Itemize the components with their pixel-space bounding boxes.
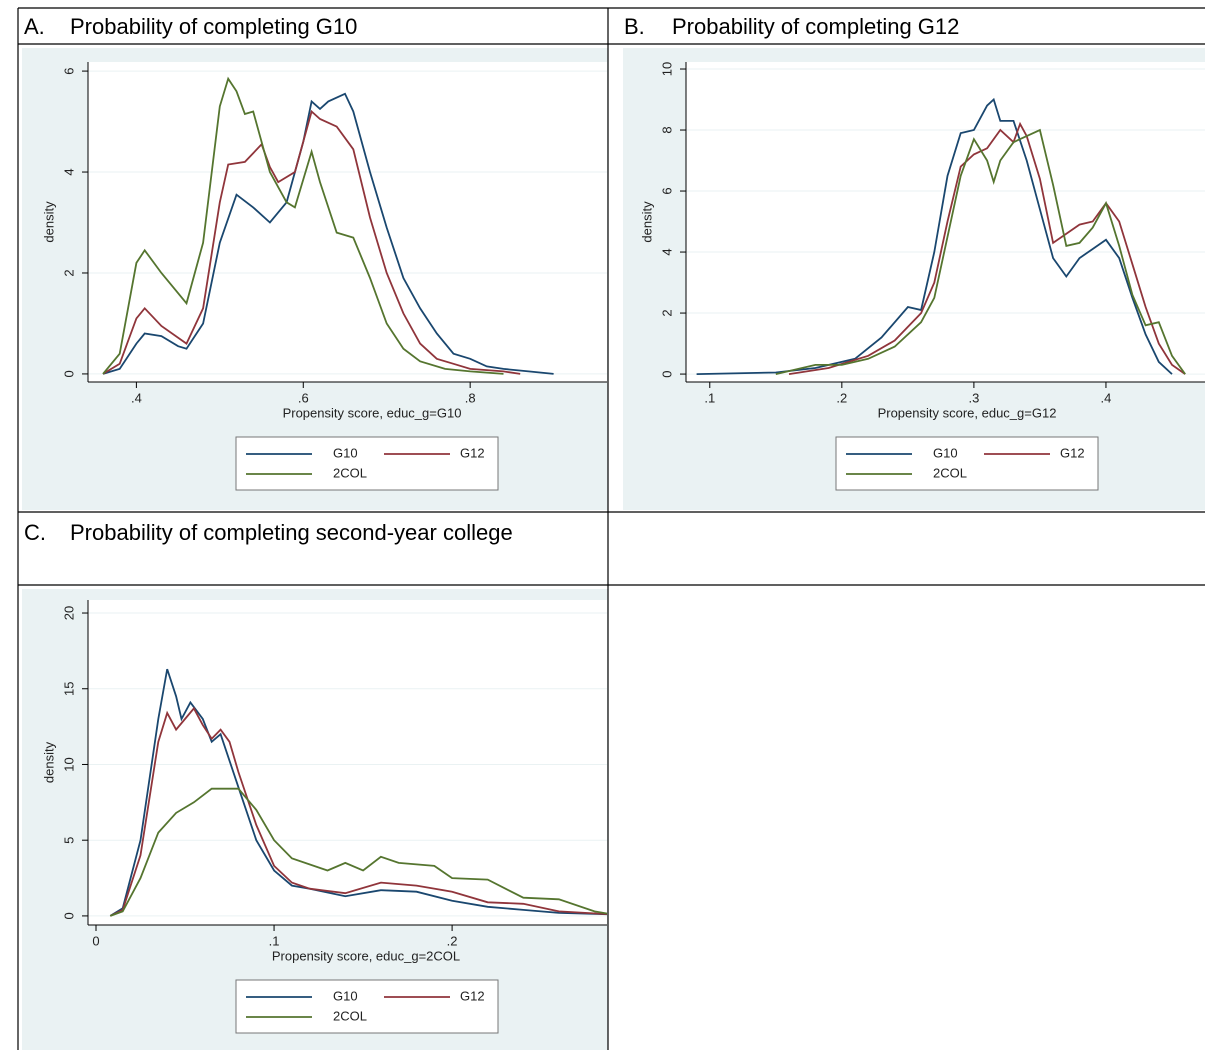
panel-label: B. [624, 14, 645, 39]
series-lines [696, 97, 1186, 375]
legend-label: G12 [460, 988, 485, 1003]
x-tick-label: .1 [704, 390, 715, 405]
density-line [696, 97, 1173, 375]
series-lines [109, 668, 607, 917]
y-tick-label: 6 [61, 67, 76, 74]
y-tick-label: 4 [659, 248, 674, 255]
panel-title: Probability of completing G12 [672, 14, 960, 39]
panel-title: Probability of completing G10 [70, 14, 358, 39]
x-tick-label: .8 [465, 390, 476, 405]
legend-box [835, 436, 1099, 491]
y-axis-title: density [41, 741, 56, 783]
legend-box [235, 436, 499, 491]
x-tick-label: .6 [298, 390, 309, 405]
density-line [102, 76, 504, 375]
density-line [102, 92, 554, 375]
x-axis-title: Propensity score, educ_g=G12 [878, 405, 1057, 420]
panel-label: C. [24, 520, 46, 545]
y-tick-label: 10 [61, 757, 76, 771]
y-tick-label: 6 [659, 187, 674, 194]
y-tick-label: 4 [61, 168, 76, 175]
legend-label: G10 [333, 445, 358, 460]
plot-area [686, 62, 1205, 382]
y-tick-label: 0 [61, 912, 76, 919]
y-tick-label: 0 [61, 370, 76, 377]
chart: 0 2 4 6 .4 .6 .8 density Propensity score, educ_… [22, 48, 608, 510]
y-tick-label: 2 [659, 309, 674, 316]
y-tick-label: 15 [61, 682, 76, 696]
y-axis-title: density [639, 201, 654, 243]
density-line [109, 706, 607, 917]
x-tick-label: .1 [269, 933, 280, 948]
density-line [109, 787, 607, 917]
chart: 0 2 4 6 8 10 .1 .2 .3 .4 density Propensity score, … [623, 48, 1205, 510]
chart: 0 5 10 15 20 0 .1 .2 density Propensity score, ed… [22, 589, 608, 1050]
y-tick-label: 0 [659, 370, 674, 377]
panel-title: Probability of completing second-year co… [70, 520, 513, 545]
table-borders [17, 7, 1205, 1050]
density-line [102, 109, 521, 375]
y-tick-label: 20 [61, 606, 76, 620]
legend-label: 2COL [933, 465, 967, 480]
legend-label: G10 [933, 445, 958, 460]
panel-label: A. [24, 14, 45, 39]
series-lines [102, 76, 554, 375]
y-tick-label: 8 [659, 126, 674, 133]
x-tick-label: .2 [836, 390, 847, 405]
x-tick-label: .4 [1101, 390, 1112, 405]
density-line [788, 121, 1186, 375]
legend-label: G12 [460, 445, 485, 460]
legend-box [235, 979, 499, 1034]
x-axis-title: Propensity score, educ_g=2COL [272, 948, 460, 963]
legend-label: G12 [1060, 445, 1085, 460]
plot-area [88, 62, 607, 382]
x-tick-label: .4 [131, 390, 142, 405]
legend-label: 2COL [333, 465, 367, 480]
x-tick-label: .2 [447, 933, 458, 948]
x-tick-label: 0 [92, 933, 99, 948]
y-tick-label: 2 [61, 269, 76, 276]
x-axis-title: Propensity score, educ_g=G10 [283, 405, 462, 420]
plot-area [88, 600, 607, 925]
density-line [775, 128, 1186, 375]
x-tick-label: .3 [968, 390, 979, 405]
y-axis-title: density [41, 201, 56, 243]
legend-label: G10 [333, 988, 358, 1003]
legend-label: 2COL [333, 1008, 367, 1023]
density-line [109, 668, 607, 917]
y-tick-label: 10 [659, 62, 674, 76]
y-tick-label: 5 [61, 837, 76, 844]
